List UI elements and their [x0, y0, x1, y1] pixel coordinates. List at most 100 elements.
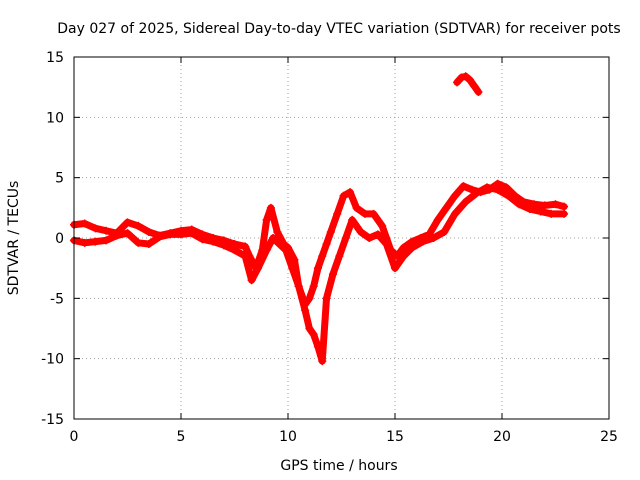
data-point	[144, 227, 153, 236]
data-point	[313, 264, 322, 273]
data-point	[525, 205, 534, 214]
data-point	[373, 230, 382, 239]
y-tick-label: 10	[46, 110, 64, 126]
data-point	[450, 191, 459, 200]
data-point	[440, 227, 449, 236]
x-tick-label: 5	[177, 429, 186, 445]
data-point	[378, 221, 387, 230]
x-tick-label: 0	[70, 429, 79, 445]
data-point	[305, 324, 314, 333]
data-point	[560, 209, 569, 218]
data-point	[123, 218, 132, 227]
data-point	[352, 203, 361, 212]
x-tick-label: 25	[600, 429, 618, 445]
data-point	[91, 224, 100, 233]
x-tick-label: 15	[386, 429, 404, 445]
data-point	[275, 240, 284, 249]
data-point	[459, 182, 468, 191]
data-point	[219, 241, 228, 250]
data-point	[80, 219, 89, 228]
data-point	[318, 252, 327, 261]
data-point	[382, 240, 391, 249]
data-point	[230, 246, 239, 255]
y-tick-label: -10	[41, 352, 64, 368]
data-point	[361, 209, 370, 218]
data-point	[266, 203, 275, 212]
data-point	[241, 242, 250, 251]
data-point	[209, 237, 218, 246]
data-point	[356, 227, 365, 236]
data-point	[254, 264, 263, 273]
data-point	[365, 234, 374, 242]
data-point	[322, 294, 331, 303]
data-point	[112, 231, 121, 240]
data-series	[70, 72, 569, 366]
data-point	[241, 252, 250, 261]
data-point	[339, 191, 348, 200]
data-point	[341, 234, 350, 242]
data-point	[536, 207, 545, 216]
data-point	[262, 246, 271, 255]
data-point	[472, 189, 481, 198]
data-point	[273, 227, 282, 236]
data-point	[391, 264, 399, 273]
x-tick-label: 10	[279, 429, 297, 445]
data-point	[102, 226, 111, 235]
data-point	[515, 200, 524, 209]
series-2	[70, 183, 569, 366]
x-axis-title: GPS time / hours	[280, 458, 397, 474]
data-point	[281, 246, 290, 255]
x-tick-labels: 0 5 10 15 20 25	[70, 429, 618, 445]
series-3	[453, 72, 483, 96]
data-point	[348, 215, 357, 224]
y-tick-label: -15	[41, 412, 64, 428]
data-point	[369, 209, 378, 218]
data-point	[80, 238, 89, 247]
data-point	[540, 201, 549, 210]
data-point	[305, 294, 314, 303]
data-point	[399, 252, 408, 261]
y-axis-title: SDTVAR / TECUs	[6, 181, 22, 296]
data-point	[134, 221, 143, 230]
data-point	[335, 252, 344, 261]
data-point	[461, 197, 470, 206]
data-point	[346, 188, 355, 197]
data-point	[123, 229, 132, 238]
data-point	[483, 183, 492, 192]
data-point	[429, 234, 438, 242]
data-point	[288, 264, 297, 273]
data-point	[474, 87, 483, 96]
data-point	[461, 72, 470, 81]
data-point	[177, 230, 185, 239]
data-point	[198, 235, 207, 244]
data-point	[560, 202, 569, 211]
data-point	[450, 209, 459, 218]
data-point	[418, 237, 427, 246]
data-point	[309, 330, 318, 339]
data-point	[328, 270, 337, 279]
data-point	[326, 227, 335, 236]
y-tick-label: 5	[55, 171, 64, 187]
data-point	[91, 237, 100, 246]
data-point	[313, 342, 322, 351]
data-point	[399, 243, 408, 252]
data-point	[144, 240, 153, 249]
y-tick-label: 15	[46, 50, 64, 66]
data-point	[504, 191, 513, 200]
data-point	[247, 276, 256, 285]
data-point	[453, 78, 462, 87]
y-tick-label: 0	[55, 231, 64, 247]
data-point	[442, 203, 451, 212]
x-tick-label: 20	[493, 429, 511, 445]
data-point	[333, 209, 342, 218]
data-point	[294, 282, 303, 291]
data-point	[493, 185, 502, 194]
data-point	[166, 230, 175, 239]
axis-ticks	[73, 56, 610, 420]
data-point	[457, 73, 466, 82]
data-point	[465, 75, 474, 84]
data-point	[408, 243, 417, 252]
data-point	[502, 183, 511, 192]
y-tick-labels: 15 10 5 0 -5 -10 -15	[41, 50, 64, 428]
